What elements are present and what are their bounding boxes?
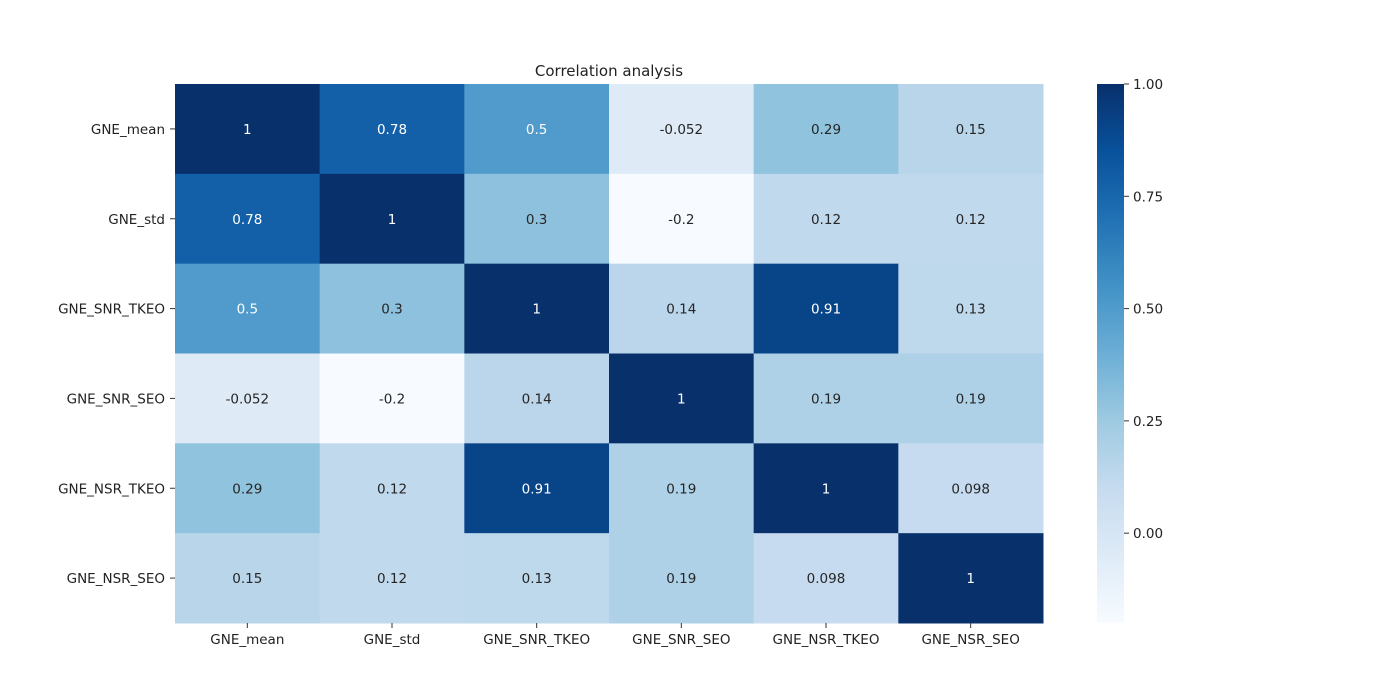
heatmap-cell [464, 84, 610, 175]
heatmap-cell [753, 533, 899, 624]
heatmap-cell [609, 263, 755, 354]
heatmap-cell [898, 263, 1044, 354]
y-tick-label: GNE_NSR_SEO [67, 571, 165, 587]
heatmap-cell [898, 443, 1044, 534]
cell-annotation: 0.12 [377, 481, 407, 497]
heatmap-cell [175, 443, 321, 534]
cell-annotation: 0.13 [956, 302, 986, 318]
cell-annotation: 0.91 [522, 481, 552, 497]
heatmap-cell [175, 84, 321, 175]
cell-annotation: 0.5 [237, 302, 258, 318]
heatmap-cell [175, 353, 321, 444]
colorbar-tick-label: 0.25 [1133, 414, 1163, 430]
cell-annotation: 0.15 [956, 122, 986, 138]
cell-annotation: 0.78 [377, 122, 407, 138]
cell-annotation: 0.3 [381, 302, 402, 318]
cell-annotation: 0.12 [377, 571, 407, 587]
heatmap-cell [175, 263, 321, 354]
heatmap-cell [753, 443, 899, 534]
cell-annotation: 0.19 [666, 481, 696, 497]
y-tick-label: GNE_mean [91, 122, 165, 138]
heatmap-cell [609, 84, 755, 175]
cell-annotation: 1 [243, 122, 252, 138]
heatmap-cell [609, 443, 755, 534]
colorbar-tick-label: 0.00 [1133, 526, 1163, 542]
cell-annotation: 0.14 [522, 391, 552, 407]
cell-annotation: 0.19 [811, 391, 841, 407]
cell-annotation: 0.19 [956, 391, 986, 407]
x-tick-label: GNE_NSR_SEO [921, 632, 1019, 648]
cell-annotation: 0.29 [232, 481, 262, 497]
cell-annotation: 0.13 [522, 571, 552, 587]
cell-annotation: 1 [822, 481, 831, 497]
colorbar: 0.00 0.25 0.50 0.75 1.00 [1097, 77, 1163, 623]
heatmap-cell [609, 173, 755, 265]
heatmap-cell [464, 263, 610, 354]
cell-annotation: 0.14 [666, 302, 696, 318]
heatmap-cell [898, 84, 1044, 175]
y-tick-label: GNE_std [108, 212, 165, 228]
heatmap-cell [898, 173, 1044, 265]
y-tick-label: GNE_SNR_TKEO [58, 302, 165, 318]
heatmap-cell [753, 84, 899, 175]
heatmap-cell [609, 533, 755, 624]
cell-annotation: 0.19 [666, 571, 696, 587]
cell-annotation: 0.78 [232, 212, 262, 228]
y-tick-label: GNE_NSR_TKEO [58, 481, 165, 497]
cell-annotation: 1 [388, 212, 397, 228]
heatmap-cell [753, 173, 899, 265]
y-axis: GNE_mean GNE_std GNE_SNR_TKEO GNE_SNR_SEO GN… [58, 122, 175, 587]
x-tick-label: GNE_std [364, 632, 421, 648]
cell-annotation: -0.2 [668, 212, 694, 228]
cell-annotation: 0.12 [811, 212, 841, 228]
x-axis: GNE_mean GNE_std GNE_SNR_TKEO GNE_SNR_SEO GN… [210, 623, 1020, 648]
cell-annotation: 0.5 [526, 122, 547, 138]
cell-annotation: 0.098 [807, 571, 846, 587]
x-tick-label: GNE_mean [210, 632, 284, 648]
cell-annotation: 0.098 [951, 481, 990, 497]
cell-annotation: 0.3 [526, 212, 547, 228]
cell-annotation: -0.052 [226, 391, 270, 407]
colorbar-tick-label: 1.00 [1133, 77, 1163, 93]
chart-title: Correlation analysis [535, 62, 683, 80]
colorbar-tick-label: 0.75 [1133, 189, 1163, 205]
heatmap-cell [319, 443, 465, 534]
heatmap-cell [175, 173, 321, 265]
heatmap-cell [175, 533, 321, 624]
y-tick-label: GNE_SNR_SEO [67, 391, 165, 407]
cell-annotations: 1 0.78 0.5 -0.052 0.29 0.15 0.78 1 0.3 -0.2 0.12 0.… [226, 122, 990, 587]
heatmap-cell [609, 353, 755, 444]
x-tick-label: GNE_SNR_TKEO [483, 632, 590, 648]
colorbar-bar [1097, 84, 1124, 623]
heatmap-cell [464, 533, 610, 624]
heatmap-cell [319, 173, 465, 265]
x-tick-label: GNE_SNR_SEO [632, 632, 730, 648]
colorbar-tick-label: 0.50 [1133, 302, 1163, 318]
heatmap-cell [319, 533, 465, 624]
cell-annotation: -0.052 [660, 122, 704, 138]
cell-annotation: 0.29 [811, 122, 841, 138]
cell-annotation: 1 [677, 391, 686, 407]
heatmap-cell [898, 353, 1044, 444]
cell-annotation: -0.2 [379, 391, 405, 407]
cell-annotation: 1 [966, 571, 975, 587]
heatmap-cell [319, 84, 465, 175]
cell-annotation: 0.15 [232, 571, 262, 587]
heatmap-cell [753, 353, 899, 444]
cell-annotation: 0.91 [811, 302, 841, 318]
heatmap-cell [319, 353, 465, 444]
heatmap-cell [753, 263, 899, 354]
heatmap-cell [464, 353, 610, 444]
cell-annotation: 0.12 [956, 212, 986, 228]
x-tick-label: GNE_NSR_TKEO [773, 632, 880, 648]
heatmap-cell [319, 263, 465, 354]
heatmap-cell [464, 443, 610, 534]
cell-annotation: 1 [532, 302, 541, 318]
heatmap-cells [175, 84, 1044, 624]
heatmap-cell [464, 173, 610, 265]
heatmap-cell [898, 533, 1044, 624]
